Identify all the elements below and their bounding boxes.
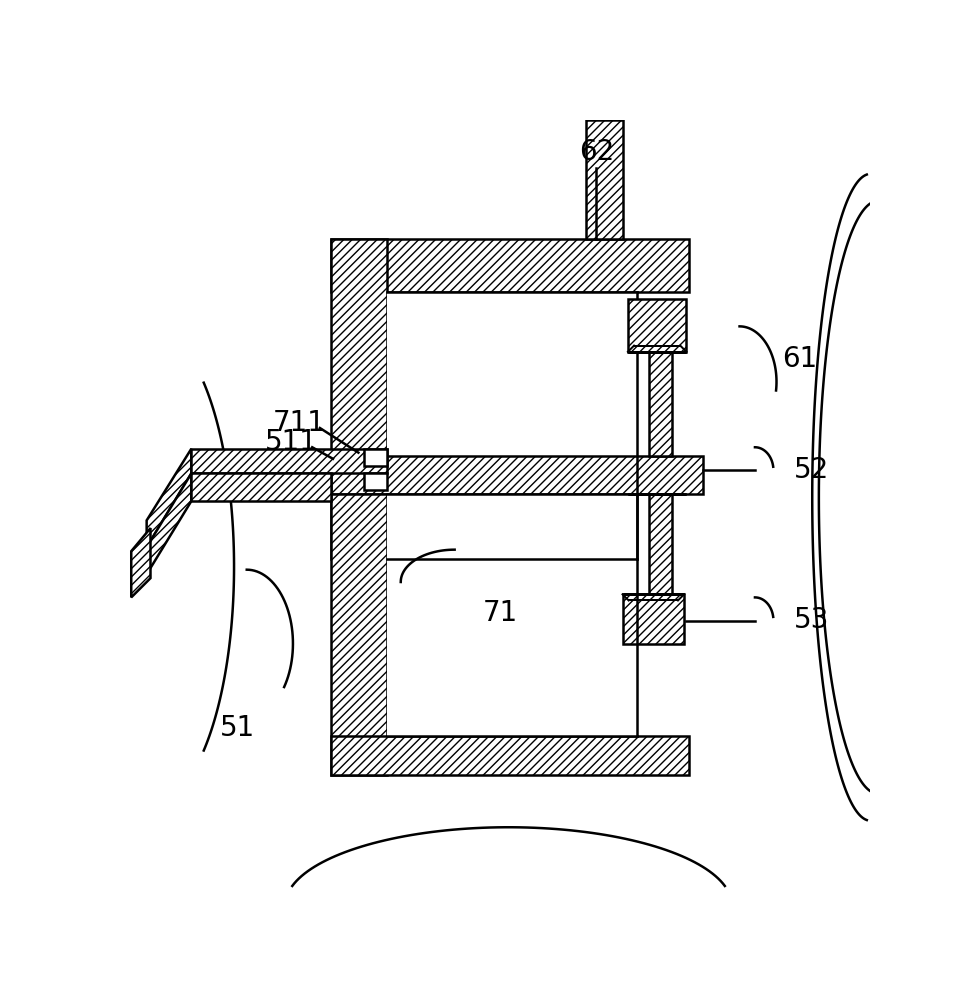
Polygon shape (146, 473, 191, 574)
Bar (331, 456, 703, 494)
Text: 711: 711 (272, 409, 326, 437)
Bar (622, 594, 684, 644)
Text: 61: 61 (782, 345, 817, 373)
Bar (585, 120, 622, 239)
Bar (387, 292, 638, 559)
Polygon shape (131, 528, 150, 597)
Text: 511: 511 (265, 428, 318, 456)
Text: 52: 52 (794, 456, 828, 484)
Bar (331, 494, 387, 775)
Bar (331, 736, 690, 774)
Bar (363, 473, 387, 490)
Bar (331, 239, 387, 559)
Text: 51: 51 (220, 714, 255, 742)
Bar (191, 473, 331, 501)
Bar (648, 352, 672, 456)
Text: 71: 71 (484, 599, 518, 627)
Text: 62: 62 (578, 138, 614, 166)
Bar (387, 494, 638, 736)
Bar (331, 239, 690, 292)
Bar (628, 299, 686, 352)
Text: 53: 53 (794, 606, 828, 635)
Bar (648, 494, 672, 594)
Bar (363, 449, 387, 466)
Polygon shape (146, 449, 191, 547)
Bar (191, 449, 387, 473)
